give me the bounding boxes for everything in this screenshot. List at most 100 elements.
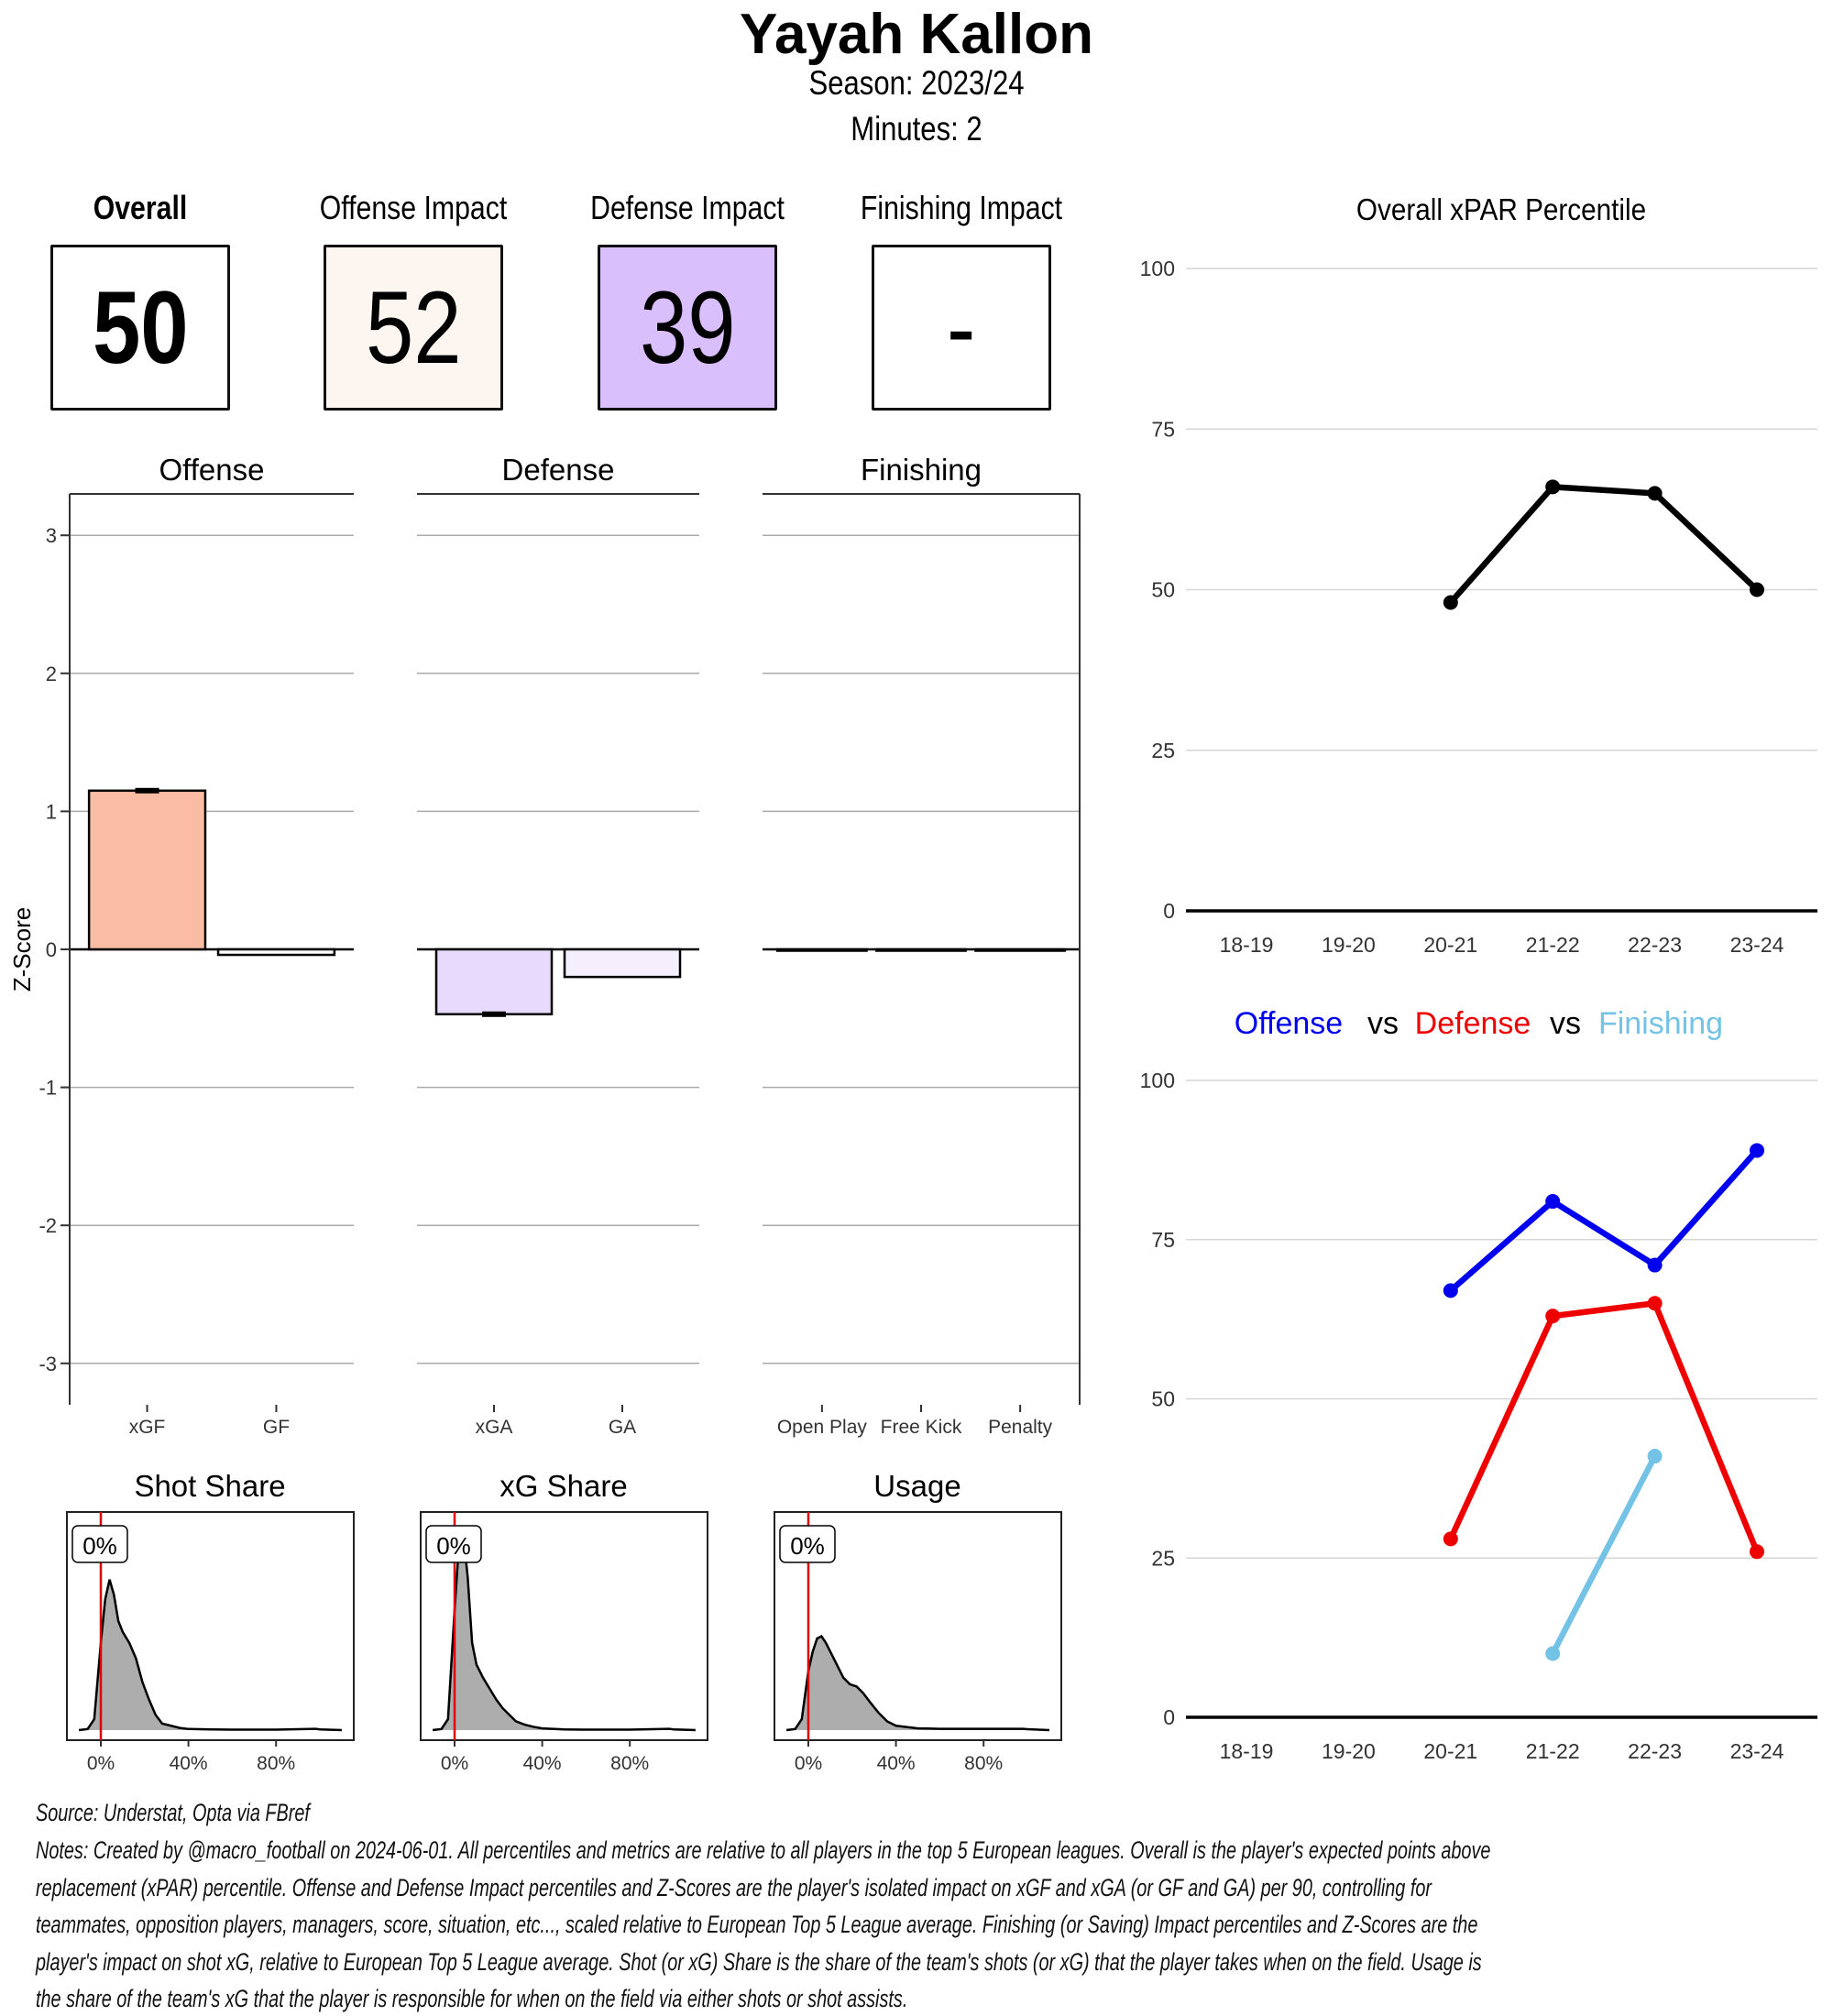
bar-gf (216, 948, 336, 957)
data-point-defense (1545, 1309, 1561, 1324)
x-tick-label: Open Play (777, 1417, 868, 1438)
y-tick-label: 75 (1151, 1228, 1175, 1252)
legend-title-part: vs (1550, 1006, 1581, 1041)
y-tick-label: 25 (1151, 739, 1175, 762)
y-tick-label: -2 (38, 1214, 57, 1237)
bar-xgf (87, 789, 207, 951)
data-point-defense (1750, 1544, 1764, 1560)
x-tick-label: 40% (170, 1753, 208, 1774)
score-box: 50 (50, 245, 230, 411)
value-label-box (425, 1525, 482, 1563)
panel-title: xG Share (499, 1469, 627, 1503)
data-point-overall (1443, 595, 1458, 610)
x-tick-label: 21-22 (1526, 933, 1580, 957)
notes-line: replacement (xPAR) percentile. Offense a… (36, 1873, 1432, 1901)
data-point-finishing (1545, 1646, 1561, 1661)
minutes-label: Minutes: 2 (839, 110, 995, 148)
density-area (786, 1636, 1049, 1730)
x-tick-label: 18-19 (1220, 933, 1274, 957)
series-line-finishing (1550, 1454, 1658, 1655)
legend-title-part: vs (1367, 1006, 1399, 1041)
value-label-box (779, 1525, 836, 1563)
bar-xga (434, 948, 554, 1016)
y-tick-label: -3 (38, 1353, 57, 1375)
x-tick-label: 0% (441, 1753, 468, 1774)
y-tick-label: 50 (1151, 578, 1175, 602)
panel-title: Finishing (861, 453, 982, 487)
bar-free-kick (875, 948, 967, 952)
x-tick-label: 80% (964, 1753, 1003, 1774)
x-tick-label: 23-24 (1730, 1739, 1784, 1763)
data-point-offense (1545, 1194, 1561, 1210)
x-tick-label: 18-19 (1220, 1739, 1274, 1763)
x-tick-label: 19-20 (1322, 1739, 1376, 1763)
x-tick-label: 23-24 (1730, 933, 1784, 957)
x-tick-label: Penalty (988, 1417, 1053, 1438)
x-tick-label: 22-23 (1628, 933, 1682, 957)
y-tick-label: 2 (46, 663, 57, 685)
bar-open-play (775, 948, 868, 952)
minutes-text: Minutes: 2 (851, 110, 982, 148)
bar-ga (563, 948, 682, 979)
notes-line: Notes: Created by @macro_football on 202… (36, 1836, 1491, 1864)
x-tick-label: xGF (129, 1417, 166, 1438)
x-tick-label: 80% (257, 1753, 295, 1774)
panel-border (66, 1511, 355, 1741)
x-tick-label: 80% (610, 1753, 649, 1774)
x-tick-label: 40% (877, 1753, 916, 1774)
y-tick-label: 1 (46, 800, 57, 823)
y-tick-label: 75 (1151, 417, 1175, 441)
score-box-value: 50 (92, 270, 189, 385)
bar-penalty (974, 948, 1067, 952)
score-box: 52 (324, 245, 503, 411)
season-text: Season: 2023/24 (808, 64, 1025, 102)
source-note: Source: Understat, Opta via FBref (36, 1799, 310, 1826)
x-tick-label: 0% (795, 1753, 822, 1774)
x-tick-label: 22-23 (1628, 1739, 1682, 1763)
data-point-offense (1647, 1257, 1663, 1273)
score-box-value: - (947, 270, 976, 385)
data-point-overall (1545, 479, 1561, 495)
y-tick-label: 3 (46, 524, 57, 547)
x-tick-label: 20-21 (1423, 933, 1477, 957)
score-box-value: 52 (365, 270, 462, 385)
density-curve (78, 1579, 342, 1732)
value-label: 0% (82, 1532, 117, 1560)
data-point-offense (1443, 1283, 1458, 1298)
legend-title-part: Defense (1415, 1006, 1531, 1041)
value-label: 0% (790, 1532, 825, 1560)
error-bar (135, 787, 159, 794)
notes-line: the share of the team's xG that the play… (36, 1985, 908, 2012)
series-line-defense (1447, 1300, 1761, 1553)
data-point-offense (1750, 1143, 1764, 1158)
x-tick-label: GF (263, 1417, 290, 1438)
score-box-label: Offense Impact (302, 189, 524, 227)
score-box-label: Finishing Impact (841, 189, 1081, 227)
score-box-value: 39 (639, 270, 736, 385)
density-curve (785, 1635, 1049, 1732)
value-label: 0% (436, 1532, 471, 1560)
notes-line: teammates, opposition players, managers,… (36, 1911, 1478, 1938)
x-tick-label: GA (609, 1417, 636, 1438)
panel-title: Defense (502, 453, 615, 487)
y-tick-label: 50 (1151, 1387, 1175, 1411)
data-point-finishing (1647, 1449, 1663, 1464)
panel-title: Shot Share (134, 1469, 285, 1503)
panel-title: Offense (159, 453, 265, 487)
legend-title-part: Finishing (1598, 1006, 1723, 1041)
value-label-box (71, 1525, 128, 1563)
x-tick-label: 20-21 (1423, 1739, 1477, 1763)
x-tick-label: Free Kick (881, 1417, 962, 1438)
player-name-title: Yayah Kallon (740, 3, 1093, 66)
x-tick-label: 19-20 (1322, 933, 1376, 957)
x-tick-label: xGA (476, 1417, 513, 1438)
data-point-defense (1647, 1296, 1663, 1311)
y-tick-label: 0 (46, 938, 57, 961)
x-tick-label: 0% (87, 1753, 115, 1774)
score-box: - (872, 245, 1051, 411)
density-area (79, 1579, 342, 1730)
x-tick-label: 40% (523, 1753, 562, 1774)
y-tick-label: 25 (1151, 1546, 1175, 1570)
score-box-label-text: Overall (93, 189, 188, 226)
